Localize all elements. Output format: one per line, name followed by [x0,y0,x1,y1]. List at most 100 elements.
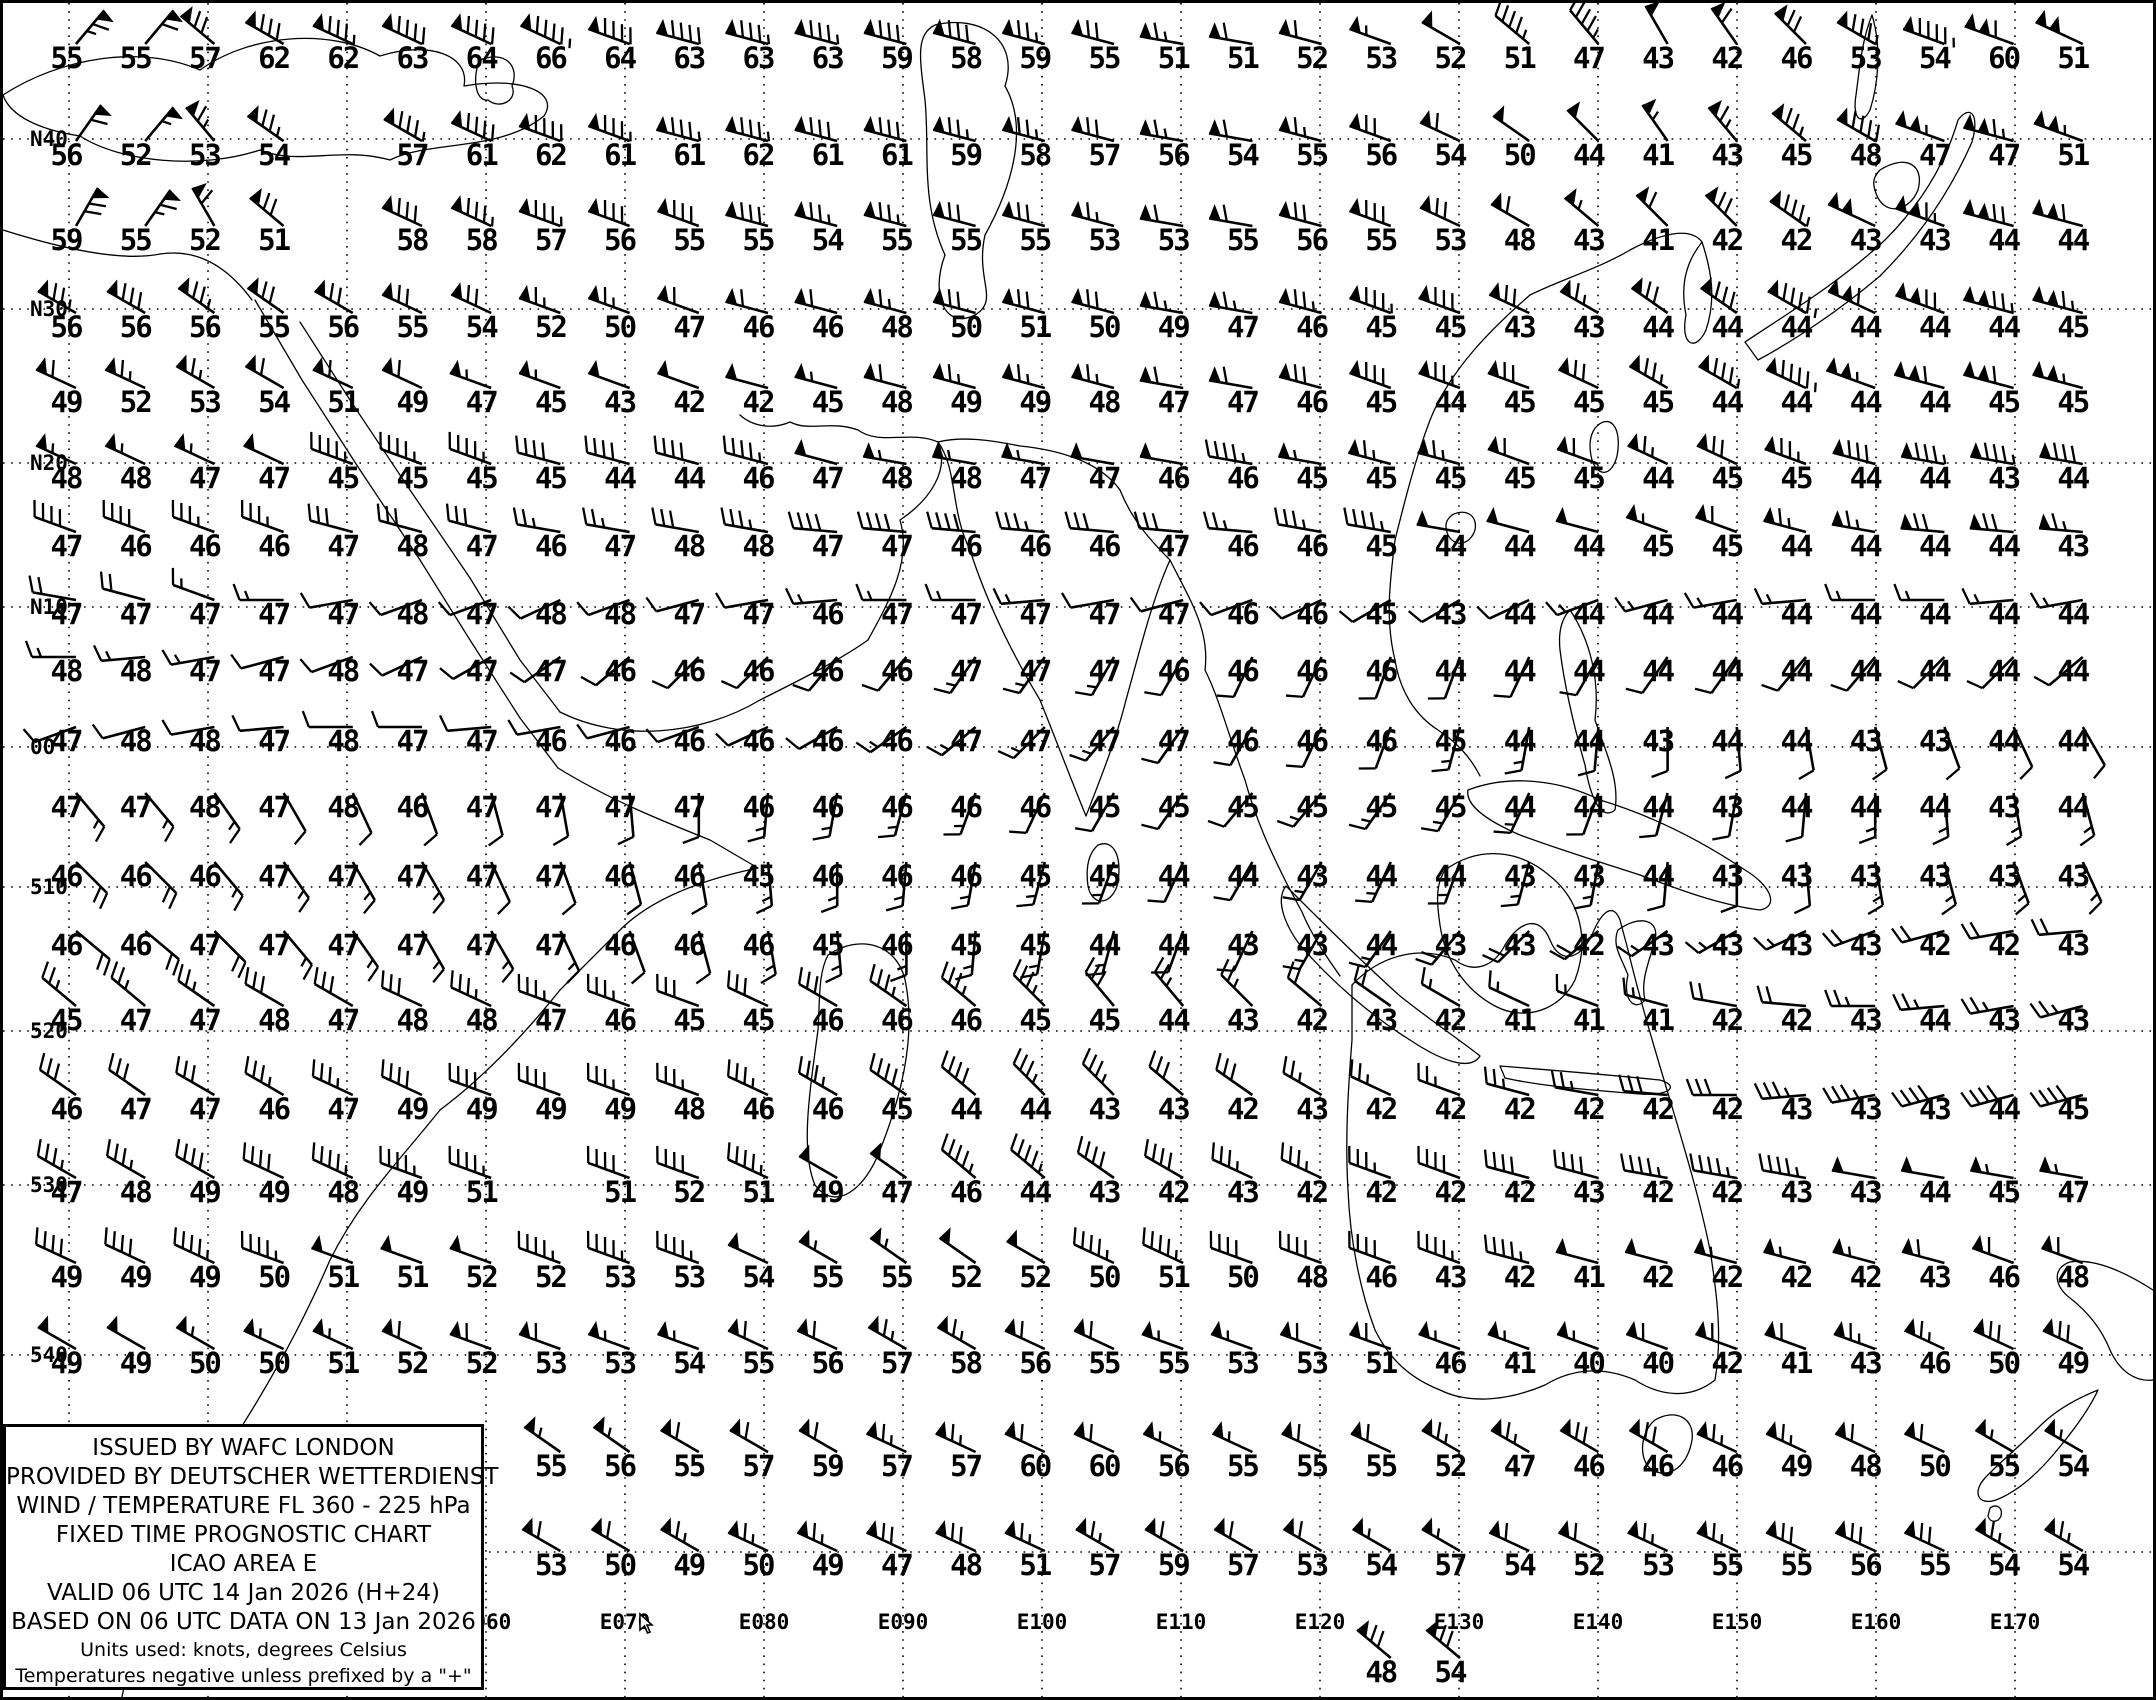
temperature-value: 46 [1158,461,1189,495]
temperature-value: 49 [1158,310,1189,344]
temperature-value: 44 [1573,138,1605,172]
temperature-value: 45 [1781,461,1812,495]
wind-barb [175,1315,216,1351]
temperature-value: 55 [1296,1449,1327,1483]
wind-barb [747,792,770,843]
wind-barb [889,931,908,983]
coastline [1346,910,1720,1400]
wind-barb [1488,1520,1530,1553]
temperature-value: 42 [1158,1175,1189,1209]
temperature-value: 46 [812,654,843,688]
wind-barb [755,861,774,915]
wind-barb [1216,656,1254,699]
wind-barb [1358,726,1393,770]
temperature-value: 53 [189,385,220,419]
temperature-value: 55 [1711,1548,1742,1582]
wind-barb [1199,598,1253,617]
temperature-value: 43 [1296,928,1327,962]
temperature-value: 48 [881,461,912,495]
wind-barb [1084,956,1115,1007]
temperature-value: 44 [1850,310,1882,344]
temperature-value: 48 [120,1175,151,1209]
wind-barb [1427,861,1462,905]
temperature-value: 45 [743,1003,774,1037]
wind-barb [1211,1142,1253,1180]
temperature-value: 52 [950,1260,981,1294]
temperature-value: 43 [1711,138,1742,172]
wind-barb [1139,291,1184,315]
wind-barb [1614,596,1668,613]
temperature-value: 46 [535,529,566,563]
wind-barb [1624,1237,1668,1265]
wind-barb [1487,359,1530,390]
temperature-value: 46 [812,790,843,824]
wind-barb [376,503,423,534]
temperature-value: 45 [466,461,497,495]
wind-barb [932,18,976,46]
wind-barb [576,598,631,617]
temperature-value: 49 [189,1175,220,1209]
wind-barb [1903,1520,1945,1553]
temperature-value: 46 [1296,529,1327,563]
temperature-value: 57 [535,223,566,257]
wind-barb [439,655,492,681]
wind-barb [936,1315,977,1351]
temperature-value: 59 [1019,41,1050,75]
temperature-value: 44 [1435,859,1467,893]
wind-barb [1966,656,2015,690]
wind-barb [1476,598,1530,620]
temperature-value: 44 [1919,597,1951,631]
wind-barb [1416,510,1461,534]
temperature-value: 47 [120,1092,151,1126]
temperature-value: 44 [1919,385,1951,419]
wind-barb [1143,1138,1184,1180]
temperature-value: 47 [258,461,289,495]
wind-barb [1081,861,1116,905]
wind-barb [1827,278,1876,315]
temperature-value: 54 [812,223,844,257]
wind-barb [1417,1230,1461,1265]
temperature-value: 61 [604,138,636,172]
temperature-value: 47 [1227,385,1258,419]
wind-barb [1698,354,1741,390]
wind-barb [1278,287,1322,315]
wind-barb [171,567,215,602]
wind-barb [92,644,146,663]
wind-barb [885,861,908,912]
temperature-value: 44 [1158,859,1190,893]
coastline [1169,559,1341,977]
temperature-value: 40 [1573,1346,1604,1380]
wind-barb [651,656,700,690]
temperature-value: 50 [604,1548,635,1582]
wind-barb [518,1320,561,1351]
temperature-value: 47 [812,529,843,563]
wind-barb [1971,1234,2015,1265]
temperature-value: 50 [1988,1346,2019,1380]
temperature-value: 55 [397,310,428,344]
wind-barb [1683,592,1738,609]
wind-barb [1960,921,2014,940]
wind-barb [1001,442,1046,466]
temperature-value: 49 [1019,385,1050,419]
wind-barb [1830,656,1877,692]
wind-barb [2029,1000,2084,1019]
wind-barb [38,1052,77,1097]
temperature-value: 43 [1850,223,1881,257]
temperature-value: 62 [327,41,358,75]
wind-barb [725,115,771,143]
temperature-value: 56 [1019,1346,1050,1380]
wind-barb [869,1052,908,1097]
temperature-value: 52 [535,310,566,344]
wind-barb [1625,503,1669,534]
wind-barb [587,1320,631,1351]
temperature-value: 43 [1781,1092,1812,1126]
temperature-value: 51 [327,1346,359,1380]
wind-barb [1417,1145,1461,1180]
coastline [1280,885,1481,1065]
wind-barb [488,792,504,847]
wind-barb [1767,279,1818,319]
wind-barb [1831,1156,1876,1180]
wind-barb [725,200,769,228]
wind-barb [175,1138,216,1180]
